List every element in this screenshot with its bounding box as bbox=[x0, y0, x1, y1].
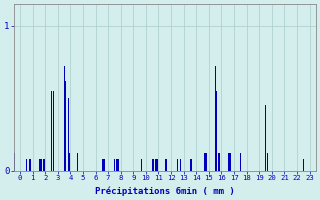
Bar bbox=[103, 159, 104, 171]
Bar bbox=[166, 159, 167, 171]
Bar bbox=[180, 159, 181, 171]
Bar bbox=[68, 98, 69, 171]
Bar bbox=[117, 159, 118, 171]
Bar bbox=[26, 159, 27, 171]
Bar bbox=[218, 153, 219, 171]
Bar bbox=[205, 153, 206, 171]
Bar bbox=[30, 159, 31, 171]
Bar bbox=[267, 153, 268, 171]
Bar bbox=[44, 159, 45, 171]
Bar bbox=[179, 159, 180, 171]
Bar bbox=[216, 91, 217, 171]
Bar bbox=[215, 66, 216, 171]
Bar bbox=[41, 159, 42, 171]
Bar bbox=[102, 159, 103, 171]
Bar bbox=[206, 153, 207, 171]
X-axis label: Précipitations 6min ( mm ): Précipitations 6min ( mm ) bbox=[95, 186, 235, 196]
Bar bbox=[165, 159, 166, 171]
Bar bbox=[67, 98, 68, 171]
Bar bbox=[104, 159, 105, 171]
Bar bbox=[203, 153, 204, 171]
Bar bbox=[157, 159, 158, 171]
Bar bbox=[240, 153, 241, 171]
Bar bbox=[177, 159, 178, 171]
Bar bbox=[141, 159, 142, 171]
Bar bbox=[118, 159, 119, 171]
Bar bbox=[230, 153, 231, 171]
Bar bbox=[190, 159, 191, 171]
Bar bbox=[191, 159, 192, 171]
Bar bbox=[14, 153, 15, 171]
Bar bbox=[156, 159, 157, 171]
Bar bbox=[242, 153, 243, 171]
Bar bbox=[40, 159, 41, 171]
Bar bbox=[65, 81, 66, 171]
Bar bbox=[64, 66, 65, 171]
Bar bbox=[43, 159, 44, 171]
Bar bbox=[155, 159, 156, 171]
Bar bbox=[219, 153, 220, 171]
Bar bbox=[29, 159, 30, 171]
Bar bbox=[303, 159, 304, 171]
Bar bbox=[229, 153, 230, 171]
Bar bbox=[53, 91, 54, 171]
Bar bbox=[39, 159, 40, 171]
Bar bbox=[152, 159, 153, 171]
Bar bbox=[204, 153, 205, 171]
Bar bbox=[69, 153, 70, 171]
